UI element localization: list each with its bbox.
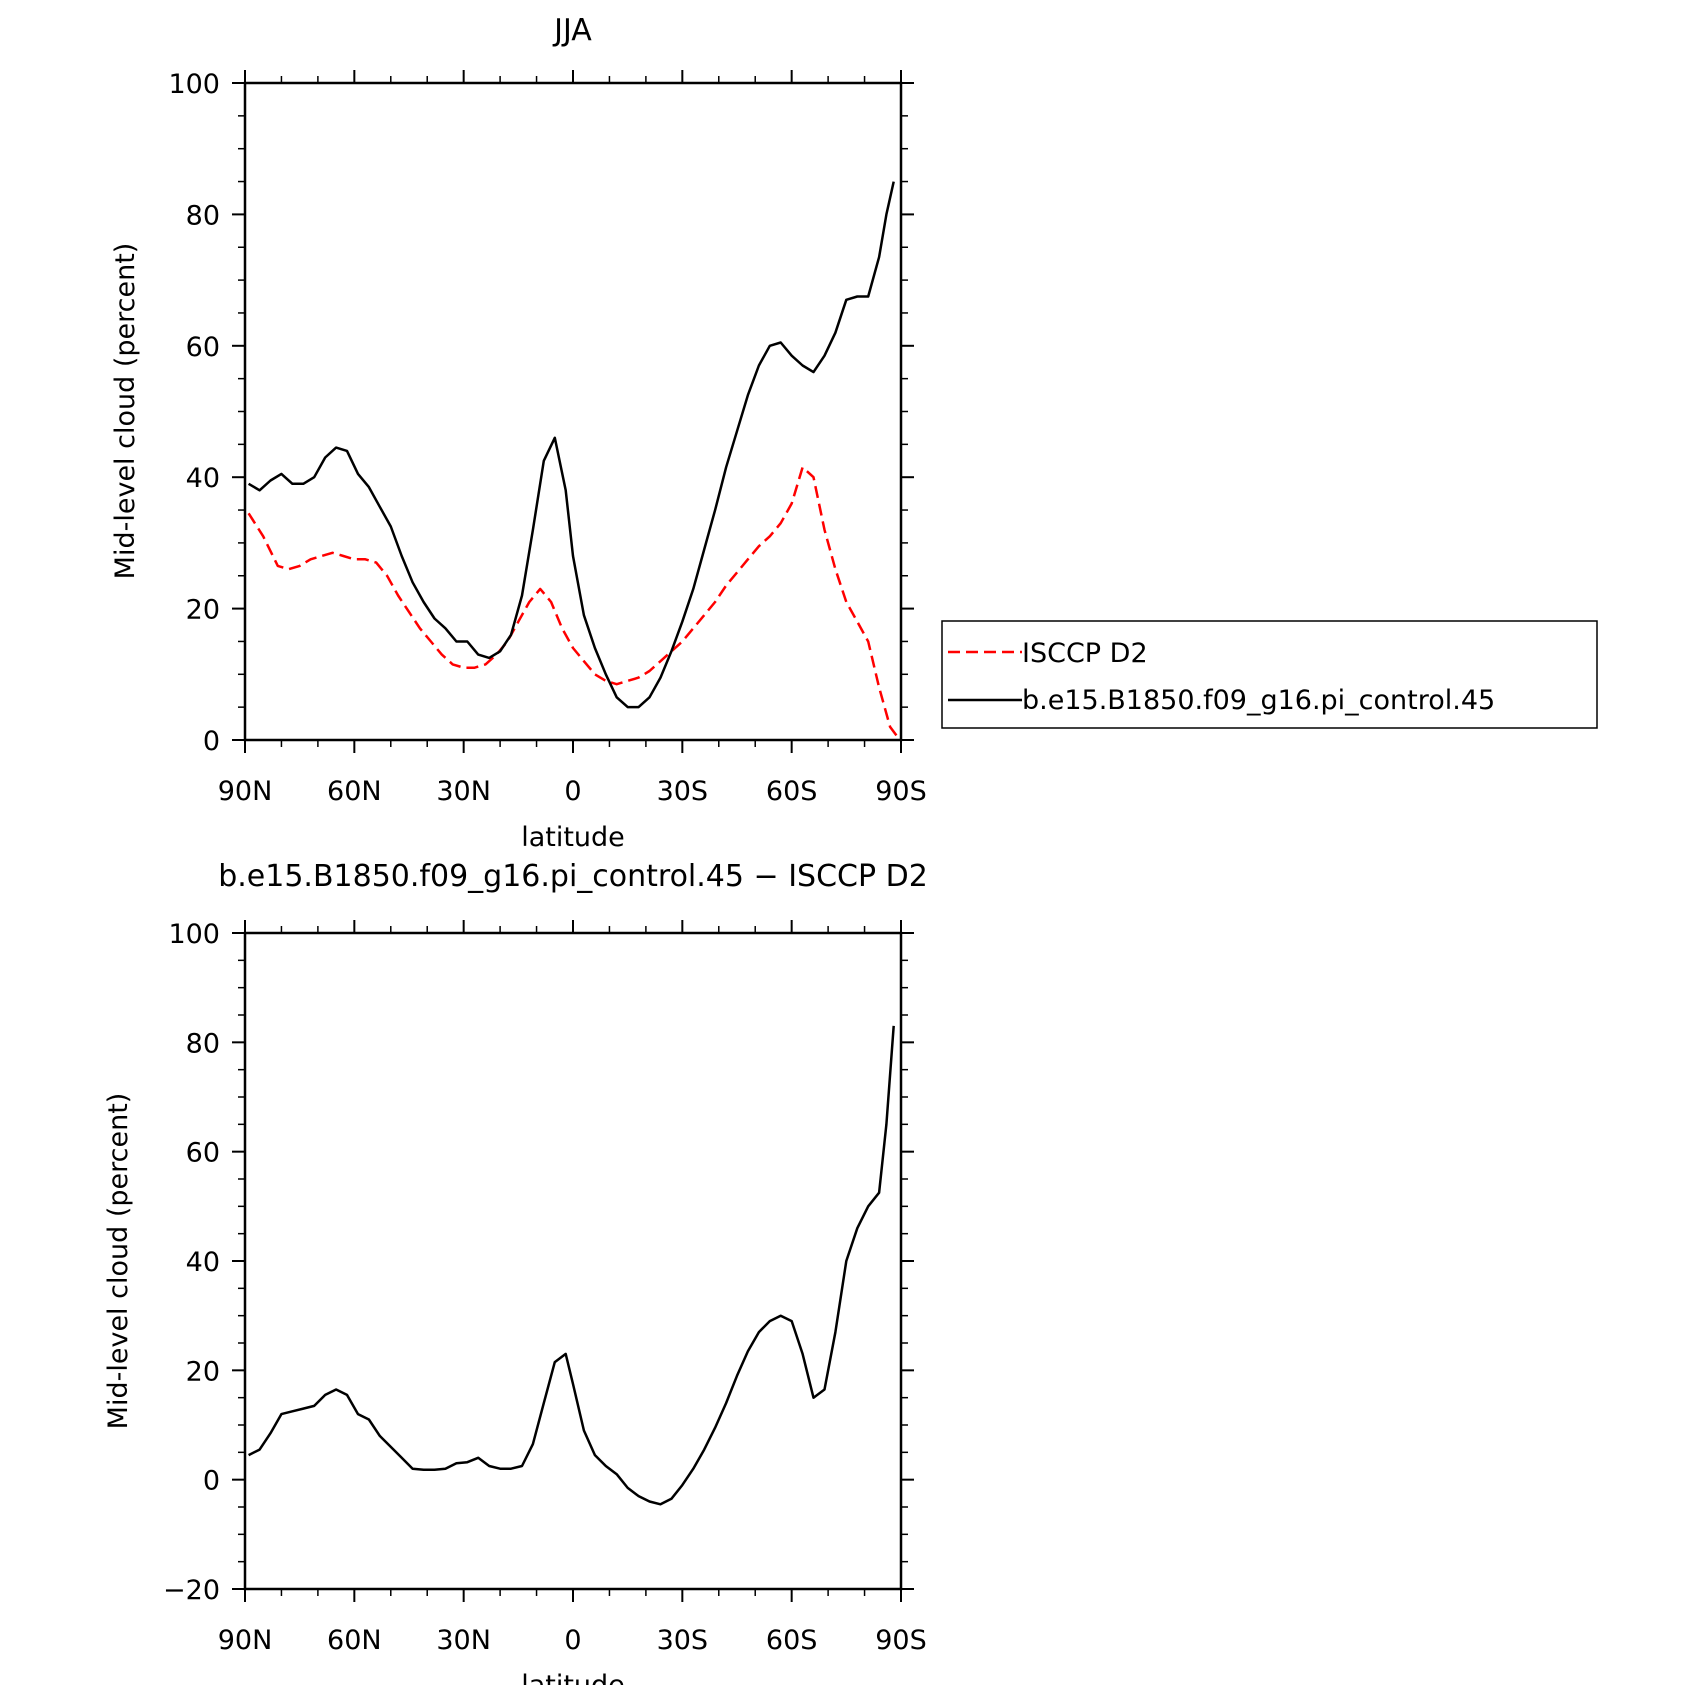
top-panel-title: JJA (552, 13, 592, 48)
bottom-x-tick-label: 90S (875, 1625, 927, 1656)
top-series-lines (247, 181, 899, 738)
bottom-series-lines (248, 1025, 895, 1506)
bottom-x-axis-label: latitude (521, 1670, 625, 1685)
bottom-y-tick-label: 60 (186, 1138, 220, 1169)
bottom-y-tick-label: 20 (186, 1356, 220, 1387)
top-y-tick-label: 40 (186, 463, 220, 494)
bottom-x-tick-label: 90N (218, 1625, 273, 1656)
top-y-tick-label: 0 (203, 726, 220, 757)
top-x-tick-label: 90S (875, 776, 927, 807)
bottom-plot-frame (243, 931, 903, 1591)
bottom-y-tick-label: 0 (203, 1466, 220, 1497)
top-y-tick-label: 100 (168, 69, 220, 100)
top-y-tick-label: 20 (186, 595, 220, 626)
legend-label-isccp-d2: ISCCP D2 (1022, 638, 1148, 669)
top-x-tick-label: 30N (436, 776, 491, 807)
bottom-panel: b.e15.B1850.f09_g16.pi_control.45 − ISCC… (103, 859, 928, 1685)
top-y-axis-label: Mid-level cloud (percent) (110, 243, 141, 580)
bottom-difference-line (248, 1025, 895, 1506)
top-panel: JJA 90N 60N 30N 0 30S 60S 90S 0 20 40 60 80 100 lati… (110, 13, 1598, 853)
bottom-x-tick-label: 60S (766, 1625, 818, 1656)
bottom-x-tick-label: 30S (657, 1625, 709, 1656)
bottom-y-tick-label: 40 (186, 1247, 220, 1278)
bottom-x-tick-label: 0 (564, 1625, 581, 1656)
legend-box (941, 620, 1598, 729)
top-y-tick-label: 60 (186, 332, 220, 363)
top-y-tick-label: 80 (186, 200, 220, 231)
top-isccp-d2-line (247, 466, 899, 738)
bottom-x-tick-label: 30N (436, 1625, 491, 1656)
legend: ISCCP D2 b.e15.B1850.f09_g16.pi_control.… (941, 620, 1598, 729)
bottom-x-tick-label: 60N (327, 1625, 382, 1656)
bottom-axis-ticks: 90N 60N 30N 0 30S 60S 90S −20 0 20 40 60 80 100 (163, 919, 927, 1656)
top-x-tick-label: 30S (657, 776, 709, 807)
legend-label-model: b.e15.B1850.f09_g16.pi_control.45 (1022, 685, 1495, 716)
top-model-line (247, 181, 895, 709)
bottom-y-tick-label: −20 (163, 1575, 220, 1606)
bottom-panel-title: b.e15.B1850.f09_g16.pi_control.45 − ISCC… (218, 859, 928, 894)
bottom-y-tick-label: 80 (186, 1028, 220, 1059)
top-x-axis-label: latitude (521, 822, 625, 853)
top-x-tick-label: 90N (218, 776, 273, 807)
top-axis-ticks: 90N 60N 30N 0 30S 60S 90S 0 20 40 60 80 100 (168, 69, 926, 807)
top-plot-frame (243, 81, 903, 742)
top-x-tick-label: 60S (766, 776, 818, 807)
bottom-y-axis-label: Mid-level cloud (percent) (103, 1093, 134, 1430)
bottom-y-tick-label: 100 (168, 919, 220, 950)
top-x-tick-label: 60N (327, 776, 382, 807)
top-x-tick-label: 0 (564, 776, 581, 807)
